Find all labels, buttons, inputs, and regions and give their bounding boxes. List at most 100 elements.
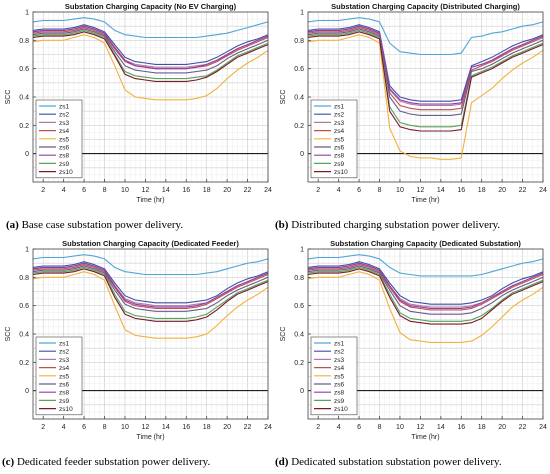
series-line-zs4: [307, 27, 544, 111]
caption-c: (c) Dedicated feeder substation power de…: [2, 456, 210, 468]
series-line-zs2: [307, 261, 544, 305]
chart-panel-c: 2 4 6 8 10 12 14 16 18 20 22 24 0 0.2 0.4 0.6 0.8 1 Substa…: [0, 237, 275, 474]
legend-label-zs3: zs3: [334, 120, 345, 127]
legend-label-zs4: zs4: [334, 365, 345, 372]
chart-title: Substation Charging Capacity (Distribute…: [331, 2, 520, 11]
y-axis-label: SCC: [280, 90, 287, 105]
caption-tag: (a): [6, 219, 19, 231]
y-tick-label: 1: [25, 10, 29, 17]
x-tick-label: 14: [162, 424, 170, 431]
legend-label-zs4: zs4: [334, 128, 345, 135]
series-line-zs8: [32, 25, 269, 70]
chart-title: Substation Charging Capacity (No EV Char…: [65, 2, 237, 11]
series-line-zs6: [307, 28, 544, 116]
series-line-zs10: [307, 268, 544, 325]
legend-label-zs8: zs8: [59, 390, 70, 397]
y-tick-label: 0.8: [294, 275, 304, 282]
legend-label-zs8: zs8: [334, 153, 345, 160]
legend-label-zs8: zs8: [59, 153, 70, 160]
y-tick-label: 0.6: [294, 66, 304, 73]
x-tick-label: 10: [396, 187, 404, 194]
y-tick-label: 1: [300, 10, 304, 17]
legend-label-zs1: zs1: [334, 104, 345, 111]
series-line-zs1: [307, 17, 544, 56]
y-tick-label: 0: [300, 151, 304, 158]
series-line-zs5: [307, 271, 544, 344]
x-tick-label: 6: [357, 187, 361, 194]
x-tick-label: 12: [416, 424, 424, 431]
x-tick-label: 8: [378, 187, 382, 194]
y-tick-label: 0.6: [19, 66, 29, 73]
caption-tag: (d): [275, 456, 289, 468]
series-line-zs2: [32, 261, 269, 304]
x-tick-label: 24: [264, 424, 272, 431]
x-axis-label: Time (hr): [136, 434, 164, 441]
chart-panel-a: 2 4 6 8 10 12 14 16 18 20 22 24 0 0.2 0.4 0.6 0.8 1 Substa…: [0, 0, 275, 237]
legend-label-zs2: zs2: [334, 349, 345, 356]
y-tick-label: 0.8: [19, 275, 29, 282]
x-axis-label: Time (hr): [136, 197, 164, 204]
x-tick-label: 2: [316, 187, 320, 194]
legend-label-zs1: zs1: [59, 104, 70, 111]
legend-label-zs9: zs9: [59, 398, 70, 405]
chart-panel-b: 2 4 6 8 10 12 14 16 18 20 22 24 0 0.2 0.4 0.6 0.8 1 Substa…: [275, 0, 550, 237]
y-tick-label: 0.2: [19, 123, 29, 130]
chart-title: Substation Charging Capacity (Dedicated …: [330, 239, 521, 248]
x-tick-label: 20: [223, 424, 231, 431]
caption-tag: (c): [2, 456, 15, 468]
x-tick-label: 8: [378, 424, 382, 431]
legend-label-zs4: zs4: [59, 128, 70, 135]
chart-a-svg: 2 4 6 8 10 12 14 16 18 20 22 2400.20.40.60.81Substa…: [5, 2, 272, 204]
x-tick-label: 2: [316, 424, 320, 431]
legend-label-zs3: zs3: [59, 357, 70, 364]
x-tick-label: 12: [141, 424, 149, 431]
legend-label-zs10: zs10: [334, 406, 348, 413]
x-tick-label: 22: [244, 424, 252, 431]
x-tick-label: 22: [519, 424, 527, 431]
x-tick-label: 4: [337, 424, 341, 431]
x-tick-label: 16: [457, 187, 465, 194]
series-line-zs10: [32, 268, 269, 322]
x-tick-label: 22: [244, 187, 252, 194]
y-axis-label: SCC: [5, 327, 12, 342]
x-tick-label: 14: [162, 187, 170, 194]
x-tick-label: 10: [121, 424, 129, 431]
x-tick-label: 16: [457, 424, 465, 431]
x-tick-label: 4: [62, 424, 66, 431]
y-tick-label: 0.8: [19, 38, 29, 45]
chart-c-svg: 2 4 6 8 10 12 14 16 18 20 22 2400.20.40.60.81Substa…: [5, 239, 272, 441]
legend-label-zs4: zs4: [59, 365, 70, 372]
x-axis-label: Time (hr): [411, 197, 439, 204]
series-line-zs6: [307, 265, 544, 315]
x-tick-label: 24: [264, 187, 272, 194]
x-tick-label: 14: [437, 187, 445, 194]
legend-label-zs9: zs9: [334, 398, 345, 405]
y-tick-label: 0: [25, 388, 29, 395]
legend-label-zs5: zs5: [334, 136, 345, 143]
y-tick-label: 0.2: [19, 360, 29, 367]
y-tick-label: 1: [25, 247, 29, 254]
series-line-zs5: [32, 271, 269, 339]
y-tick-label: 0.6: [19, 303, 29, 310]
legend-label-zs10: zs10: [59, 406, 73, 413]
legend-label-zs6: zs6: [59, 145, 70, 152]
x-tick-label: 14: [437, 424, 445, 431]
x-tick-label: 2: [41, 187, 45, 194]
x-tick-label: 4: [337, 187, 341, 194]
legend-label-zs10: zs10: [59, 169, 73, 176]
caption-text: Distributed charging substation power de…: [288, 219, 501, 231]
series-line-zs4: [32, 264, 269, 310]
series-line-zs1: [307, 254, 544, 277]
series-line-zs4: [307, 264, 544, 311]
x-tick-label: 18: [203, 187, 211, 194]
x-tick-label: 6: [357, 424, 361, 431]
legend-label-zs8: zs8: [334, 390, 345, 397]
y-axis-label: SCC: [5, 90, 12, 105]
y-tick-label: 0.4: [294, 332, 304, 339]
legend-label-zs2: zs2: [59, 349, 70, 356]
series-line-zs9: [32, 29, 269, 80]
x-axis-label: Time (hr): [411, 434, 439, 441]
y-tick-label: 0: [300, 388, 304, 395]
y-tick-label: 0.6: [294, 303, 304, 310]
x-tick-label: 18: [478, 424, 486, 431]
